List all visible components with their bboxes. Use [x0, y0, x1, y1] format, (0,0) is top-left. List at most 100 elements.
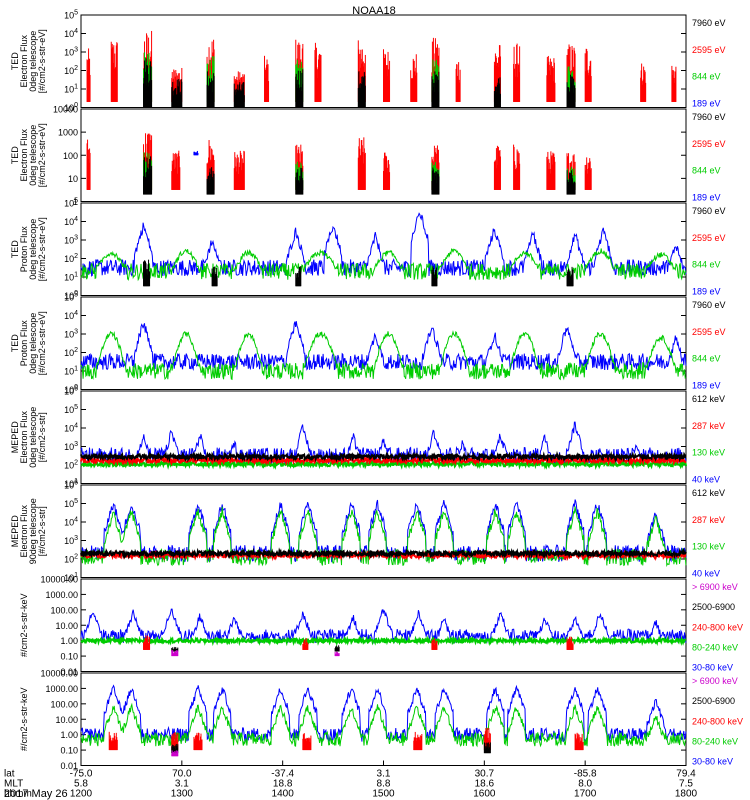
legend-item: 844 eV — [692, 260, 721, 270]
legend-item: 844 eV — [692, 166, 721, 176]
date-label: 2017 May 26 — [4, 788, 68, 800]
y-tick-label: 0.01 — [60, 761, 78, 771]
y-tick-label: 1 — [73, 197, 78, 207]
x-tick-label: 8.0 — [578, 779, 592, 790]
x-tick-label: 1800 — [675, 789, 698, 800]
x-row-label: lat — [4, 769, 15, 780]
legend-item: 189 eV — [692, 381, 721, 391]
series-844-ev — [80, 330, 687, 381]
legend-item: 612 keV — [692, 488, 725, 498]
y-tick-label: 0.01 — [60, 667, 78, 677]
y-axis-label: TEDElectron Flux0deg telescope[#/cm2-s-s… — [10, 29, 47, 93]
x-tick-label: 1600 — [473, 789, 496, 800]
legend-item: 2500-6900 — [692, 602, 735, 612]
legend-item: 30-80 keV — [692, 757, 733, 767]
series-844-ev — [80, 248, 687, 282]
y-tick-label: 102 — [64, 253, 78, 264]
series-7960-ev — [143, 156, 576, 195]
y-tick-label: 104 — [64, 423, 78, 434]
legend-item: 80-240 keV — [692, 642, 738, 652]
y-tick-label: 104 — [64, 28, 78, 39]
x-tick-label: 79.4 — [676, 769, 696, 780]
x-tick-label: -85.8 — [574, 769, 597, 780]
legend-item: 130 keV — [692, 448, 725, 458]
legend-item: 80-240 keV — [692, 736, 738, 746]
y-tick-label: 103 — [64, 235, 78, 246]
x-tick-label: 3.1 — [175, 779, 189, 790]
series-612-kev — [80, 450, 687, 463]
y-tick-label: 102 — [64, 65, 78, 76]
x-tick-label: 1300 — [171, 789, 194, 800]
y-axis-label: TEDElectron Flux0deg telescope[#/cm2-s-s… — [10, 123, 47, 187]
series-240-800-kev — [143, 635, 574, 650]
x-tick-label: 8.8 — [377, 779, 391, 790]
legend-item: 7960 eV — [692, 206, 726, 216]
legend-item: 287 keV — [692, 515, 725, 525]
y-tick-label: 101 — [64, 84, 78, 95]
series-line — [80, 212, 687, 277]
y-tick-label: 102 — [64, 554, 78, 565]
series-2500-6900 — [171, 742, 491, 754]
y-axis-label: MEPEDElectron Flux90deg telescope[#/cm2-… — [10, 498, 47, 564]
series-189-ev — [193, 150, 199, 156]
legend-item: 2595 eV — [692, 327, 726, 337]
legend-item: 2595 eV — [692, 139, 726, 149]
y-tick-label: 102 — [64, 347, 78, 358]
series-line — [80, 702, 687, 748]
y-tick-label: 103 — [64, 441, 78, 452]
x-axis-group: latMLThhmm-75.05.8120070.03.11300-37.418… — [4, 760, 698, 800]
y-axis-label: #/cm2-s-str-keV — [19, 593, 29, 657]
y-tick-label: 10 — [68, 174, 78, 184]
y-tick-label: 104 — [64, 216, 78, 227]
y-tick-label: 100.00 — [50, 605, 78, 615]
y-tick-label: 105 — [64, 498, 78, 509]
legend-item: 240-800 keV — [692, 622, 743, 632]
series-line — [80, 248, 687, 282]
legend-item: 844 eV — [692, 354, 721, 364]
series-189-ev — [80, 212, 687, 277]
series--6900-kev — [171, 750, 179, 757]
x-tick-label: 3.1 — [377, 769, 391, 780]
panel-frame — [80, 578, 687, 672]
y-tick-label: 100 — [63, 151, 78, 161]
y-tick-label: 100 — [64, 102, 78, 113]
panel-frame — [80, 14, 687, 108]
x-tick-label: 18.6 — [475, 779, 495, 790]
series-7960-ev — [143, 259, 574, 287]
y-tick-label: 102 — [64, 460, 78, 471]
y-tick-label: 101 — [64, 366, 78, 377]
y-tick-label: 1000 — [58, 128, 78, 138]
y-tick-label: 103 — [64, 329, 78, 340]
panel-frame — [80, 296, 687, 390]
y-tick-label: 100 — [64, 384, 78, 395]
y-tick-label: 103 — [64, 47, 78, 58]
y-tick-label: 105 — [64, 404, 78, 415]
legend-item: 2595 eV — [692, 45, 726, 55]
y-tick-label: 10000.00 — [40, 575, 78, 585]
legend-item: 287 keV — [692, 421, 725, 431]
series-287-kev — [80, 454, 687, 467]
x-tick-label: 7.5 — [679, 779, 693, 790]
y-tick-label: 104 — [64, 310, 78, 321]
y-tick-label: 100.00 — [50, 699, 78, 709]
series-band — [80, 450, 687, 463]
legend-item: 130 keV — [692, 542, 725, 552]
series-80-240-kev — [80, 635, 687, 647]
legend-item: 844 eV — [692, 72, 721, 82]
series-band — [80, 454, 687, 467]
y-axis-label: TEDProton Flux0deg telescope[#/cm2-s-str… — [10, 311, 47, 375]
panel-frame — [80, 484, 687, 578]
y-tick-label: 10.00 — [55, 621, 78, 631]
y-tick-label: 101 — [64, 478, 78, 489]
y-axis-label: MEPEDElectron Flux0deg telescope[#/cm2-s… — [10, 407, 47, 468]
legend-item: 40 keV — [692, 569, 720, 579]
y-tick-label: 1.00 — [60, 636, 78, 646]
legend-item: > 6900 keV — [692, 582, 738, 592]
y-tick-label: 104 — [64, 517, 78, 528]
x-tick-label: -75.0 — [70, 769, 93, 780]
panel-7: 0.01 0.10 1.00 10.00 100.00 1000.00 10000.00 #/… — [19, 575, 743, 678]
y-tick-label: 106 — [64, 386, 78, 397]
legend-item: 2500-6900 — [692, 696, 735, 706]
